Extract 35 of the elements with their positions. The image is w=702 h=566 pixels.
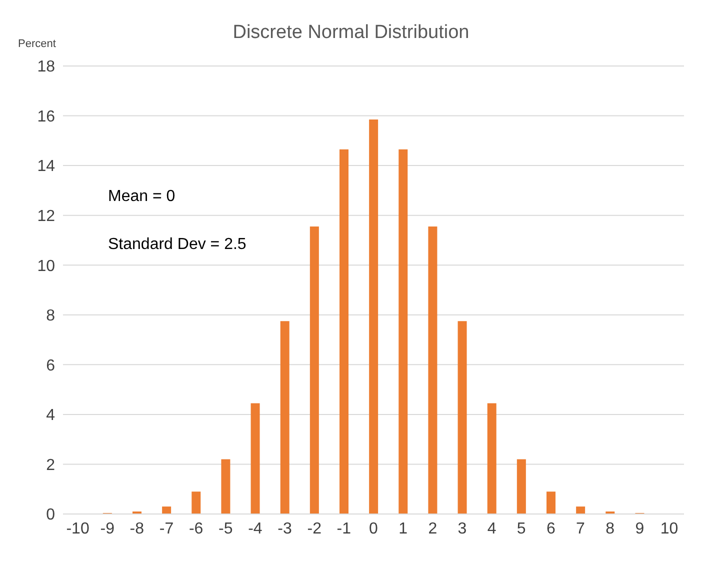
x-tick-label: -9 xyxy=(100,520,115,538)
x-tick-label: 0 xyxy=(369,520,378,538)
x-tick-label: 4 xyxy=(487,520,496,538)
x-tick-label: -10 xyxy=(66,520,90,538)
y-tick-label: 12 xyxy=(37,208,56,226)
annotation: Mean = 0 xyxy=(108,188,176,206)
y-tick-label: 18 xyxy=(37,58,56,76)
y-axis-title: Percent xyxy=(18,38,56,50)
x-tick-label: 3 xyxy=(458,520,467,538)
x-tick-label: -7 xyxy=(159,520,174,538)
annotation: Standard Dev = 2.5 xyxy=(108,236,246,254)
y-tick-label: 2 xyxy=(46,456,56,474)
x-tick-label: 5 xyxy=(516,520,526,538)
x-tick-label: -1 xyxy=(336,520,352,538)
x-tick-label: 1 xyxy=(398,520,408,538)
y-tick-label: 8 xyxy=(46,308,56,325)
y-tick-label: 14 xyxy=(37,158,56,176)
x-tick-label: 7 xyxy=(576,520,586,538)
y-tick-label: 10 xyxy=(37,258,56,275)
x-tick-label: -5 xyxy=(218,520,233,538)
x-tick-label: 8 xyxy=(606,520,615,538)
chart-title: Discrete Normal Distribution xyxy=(232,22,470,43)
x-tick-label: -8 xyxy=(130,520,144,538)
x-tick-label: 9 xyxy=(635,520,644,538)
x-tick-label: -2 xyxy=(307,520,322,538)
x-tick-label: -4 xyxy=(248,520,262,538)
y-tick-label: 6 xyxy=(46,357,56,374)
y-tick-label: 4 xyxy=(46,407,56,424)
x-tick-label: 6 xyxy=(546,520,556,538)
x-tick-label: -3 xyxy=(278,520,292,538)
y-tick-label: 16 xyxy=(37,108,56,126)
x-tick-label: 2 xyxy=(428,520,438,538)
x-tick-label: 10 xyxy=(660,520,678,538)
y-tick-label: 0 xyxy=(46,506,56,524)
x-tick-label: -6 xyxy=(188,520,204,538)
